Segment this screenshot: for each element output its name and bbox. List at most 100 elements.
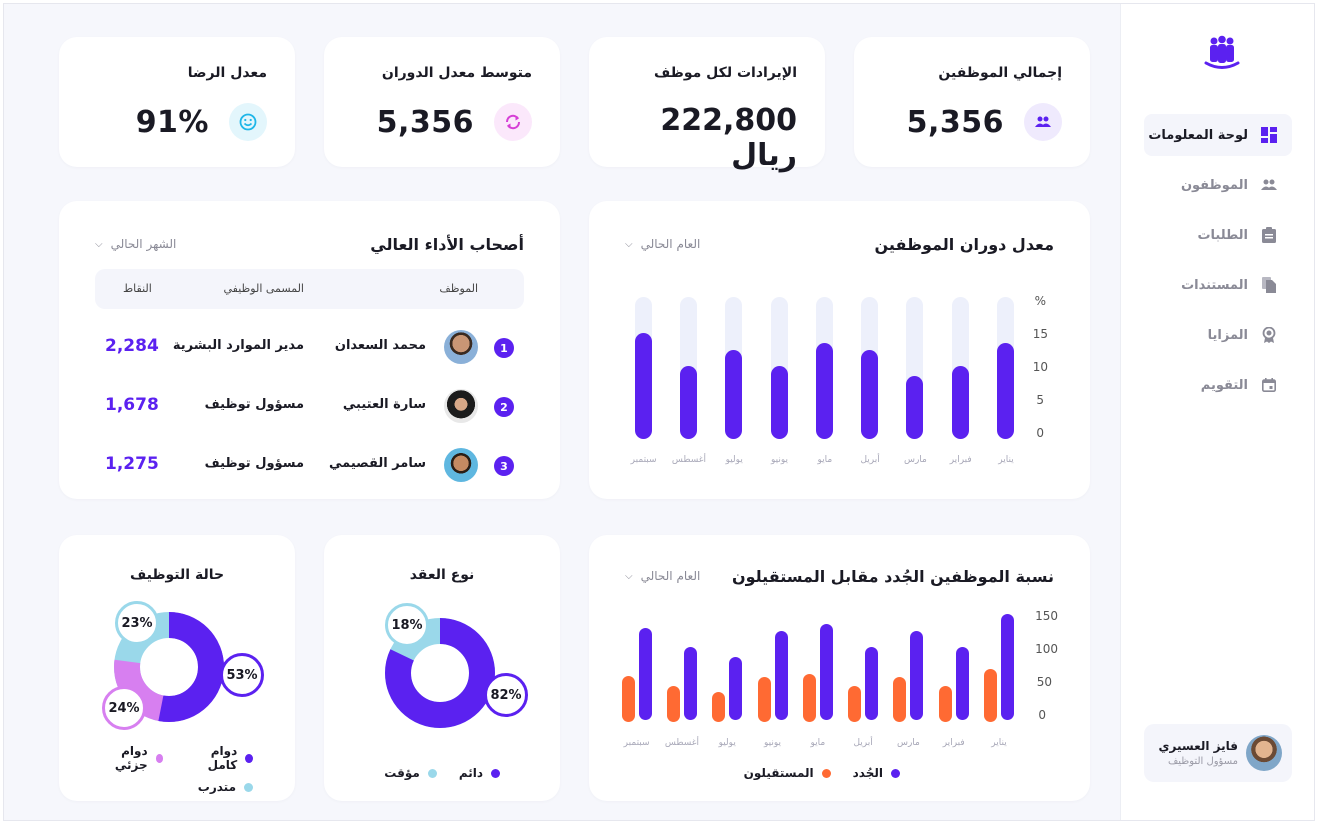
kpi-card-total-employees: إجمالي الموظفين 5,356 [854,37,1090,167]
sidebar-item-documents[interactable]: المستندات [1144,264,1292,306]
legend-dot [427,768,437,778]
x-axis-label: سبتمبر [623,738,650,748]
bar-leaving[interactable] [666,685,680,722]
legend-label: دوام كامل [207,744,238,772]
kpi-title: الإيرادات لكل موظف [654,65,797,81]
kpi-card-avg-turnover: متوسط معدل الدوران 5,356 [324,37,560,167]
x-axis-label: يوليو [725,455,743,465]
bar-new[interactable] [729,657,743,720]
chart-legend: الجُدد المستقيلون [744,766,900,780]
sidebar-item-employees[interactable]: الموظفون [1144,164,1292,206]
table-row[interactable]: 1 محمد السعدان مدير الموارد البشرية 2,28… [95,326,524,376]
kpi-title: متوسط معدل الدوران [381,65,532,81]
table-header: الموظف المسمى الوظيفي النقاط [95,269,524,309]
bar-leaving[interactable] [938,685,952,722]
kpi-value: 91% [135,104,209,140]
sidebar-item-label: الموظفون [1180,177,1248,193]
bar-leaving[interactable] [802,674,816,722]
user-profile-card[interactable]: فايز العسيري مسؤول التوظيف [1144,724,1292,782]
section-title: معدل دوران الموظفين [874,235,1054,254]
period-dropdown[interactable]: الشهر الحالي ⌵ [95,237,176,251]
bar-new[interactable] [774,630,788,720]
bar[interactable] [906,376,924,439]
bar-new[interactable] [1001,614,1014,720]
sidebar-item-requests[interactable]: الطلبات [1144,214,1292,256]
bar[interactable] [634,333,652,439]
bar-new[interactable] [819,624,833,720]
chevron-down-icon: ⌵ [625,570,633,582]
sidebar-nav: لوحة المعلومات الموظفون الطلبات المستندا… [1144,114,1292,414]
bar[interactable] [725,349,743,439]
table-row[interactable]: 3 سامر القصيمي مسؤول توظيف 1,275 [95,444,524,494]
legend-label: دائم [458,766,483,780]
permanent-percent-bubble: 82% [484,673,528,717]
legend-item-leaving: المستقيلون [744,766,831,780]
refresh-icon [494,103,532,141]
legend-dot [491,768,500,778]
bar[interactable] [861,349,879,439]
section-title: أصحاب الأداء العالي [370,235,524,254]
clipboard-icon [1260,226,1278,244]
bar-new[interactable] [910,630,924,720]
bar-leaving[interactable] [621,675,635,722]
x-axis-label: يناير [991,738,1007,748]
employee-name: محمد السعدان [334,338,426,353]
user-role: مسؤول التوظيف [1167,756,1238,767]
bar[interactable] [815,343,833,439]
sidebar-item-label: الطلبات [1197,227,1248,243]
table-row[interactable]: 2 سارة العتيبي مسؤول توظيف 1,678 [95,385,524,435]
x-axis-label: يونيو [763,738,782,748]
x-axis-label: فبراير [942,738,965,748]
kpi-value: 5,356 [376,104,474,140]
sidebar-item-benefits[interactable]: المزايا [1144,314,1292,356]
points: 1,678 [105,395,159,415]
bar-new[interactable] [683,647,697,720]
user-name: فايز العسيري [1158,739,1238,753]
employee-name: سارة العتيبي [342,397,426,412]
job-title: مسؤول توظيف [204,397,304,412]
kpi-value: 222,800 ريال [660,103,797,173]
bar-leaving[interactable] [712,692,726,722]
sidebar-item-label: المستندات [1181,277,1248,293]
bar[interactable] [997,343,1014,439]
new-vs-leaving-chart-card: نسبة الموظفين الجُدد مقابل المستقيلون ال… [589,535,1090,801]
column-points: النقاط [123,282,152,295]
bar-new[interactable] [955,647,969,720]
sidebar: لوحة المعلومات الموظفون الطلبات المستندا… [1120,4,1314,820]
bar-leaving[interactable] [984,669,997,722]
bar[interactable] [679,366,697,439]
x-axis-label: أبريل [853,738,873,748]
kpi-card-revenue-per-employee: الإيرادات لكل موظف 222,800 ريال [589,37,825,173]
sidebar-item-calendar[interactable]: التقويم [1144,364,1292,406]
employment-status-card: حالة التوظيف 23% 53% 24% دوام كامل دوام … [59,535,295,801]
people-icon [1260,176,1278,194]
x-axis-label: مايو [810,738,826,748]
legend-label: متدرب [197,780,236,794]
rank-badge: 3 [494,456,514,476]
rank-badge: 1 [494,338,514,358]
bar-new[interactable] [865,647,879,720]
employee-name: سامر القصيمي [328,456,426,471]
bar[interactable] [951,366,969,439]
dropdown-label: العام الحالي [640,237,701,251]
points: 2,284 [105,336,159,356]
legend-dot [244,782,253,792]
section-title: حالة التوظيف [129,567,225,583]
bar-leaving[interactable] [757,677,771,722]
sidebar-item-dashboard[interactable]: لوحة المعلومات [1144,114,1292,156]
legend-item-permanent: دائم [459,766,500,780]
bar-new[interactable] [638,627,652,720]
column-employee: الموظف [439,282,478,295]
period-dropdown[interactable]: العام الحالي ⌵ [625,569,700,583]
documents-icon [1260,276,1278,294]
bar-leaving[interactable] [893,677,907,722]
legend-label: دوام جزئي [114,744,148,772]
chart-legend: دائم مؤقت [384,766,500,780]
section-title: نسبة الموظفين الجُدد مقابل المستقيلون [731,567,1054,586]
period-dropdown[interactable]: العام الحالي ⌵ [625,237,700,251]
employment-status-donut [114,612,224,722]
award-icon [1260,326,1278,344]
kpi-title: إجمالي الموظفين [938,65,1062,81]
bar[interactable] [770,366,788,439]
bar-leaving[interactable] [848,685,862,722]
